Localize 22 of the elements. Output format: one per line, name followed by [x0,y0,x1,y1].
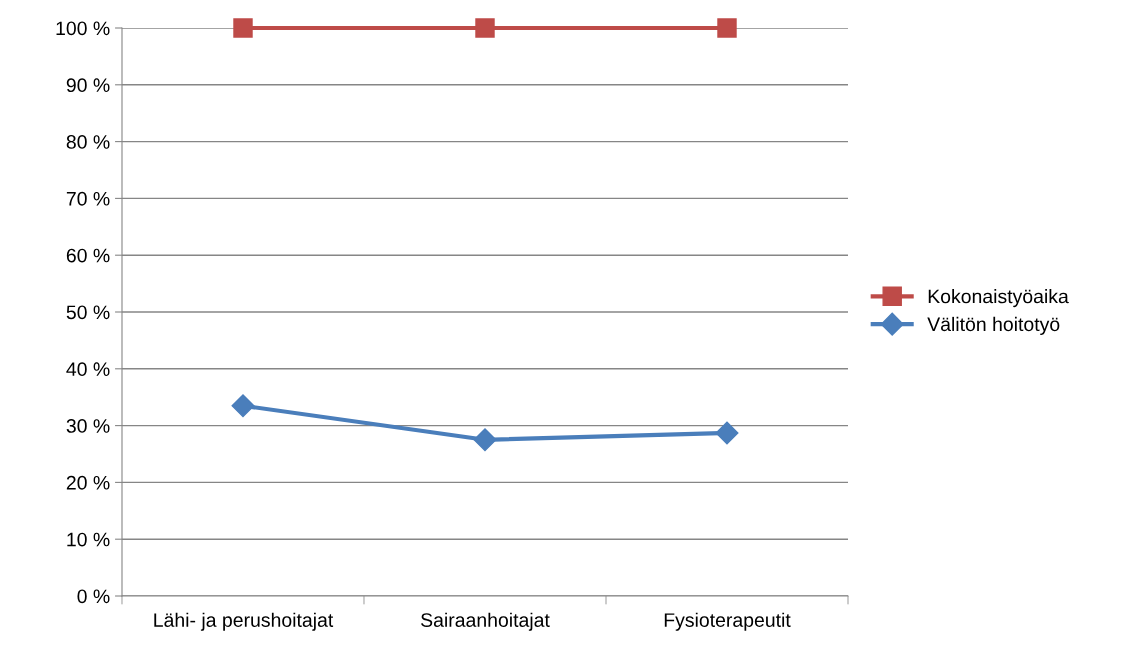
point [233,18,253,38]
y-tick-label: 90 % [66,78,110,93]
x-tick-label: Lähi- ja perushoitajat [154,612,334,631]
y-tick-label: 40 % [66,362,110,377]
y-tick-label: 0 % [77,589,110,604]
y-tick-label: 30 % [66,419,110,433]
y-tick-label: 100 % [56,21,110,36]
point [475,18,495,38]
y-tick-label: 20 % [66,475,110,490]
y-tick-label: 60 % [66,248,110,263]
point [473,428,497,452]
y-tick-label: 70 % [66,191,110,206]
legend-label: Välitön hoitotyö [927,316,1060,335]
y-tick-label: 80 % [66,135,110,149]
legend-label: Kokonaistyöaika [928,289,1069,308]
y-tick-label: 50 % [66,305,110,320]
point [231,394,255,418]
point [717,18,737,38]
x-tick-label: Fysioterapeutit [664,612,791,631]
x-tick-label: Sairaanhoitajat [421,612,550,631]
point [715,421,739,445]
y-tick-label: 10 % [67,532,110,547]
